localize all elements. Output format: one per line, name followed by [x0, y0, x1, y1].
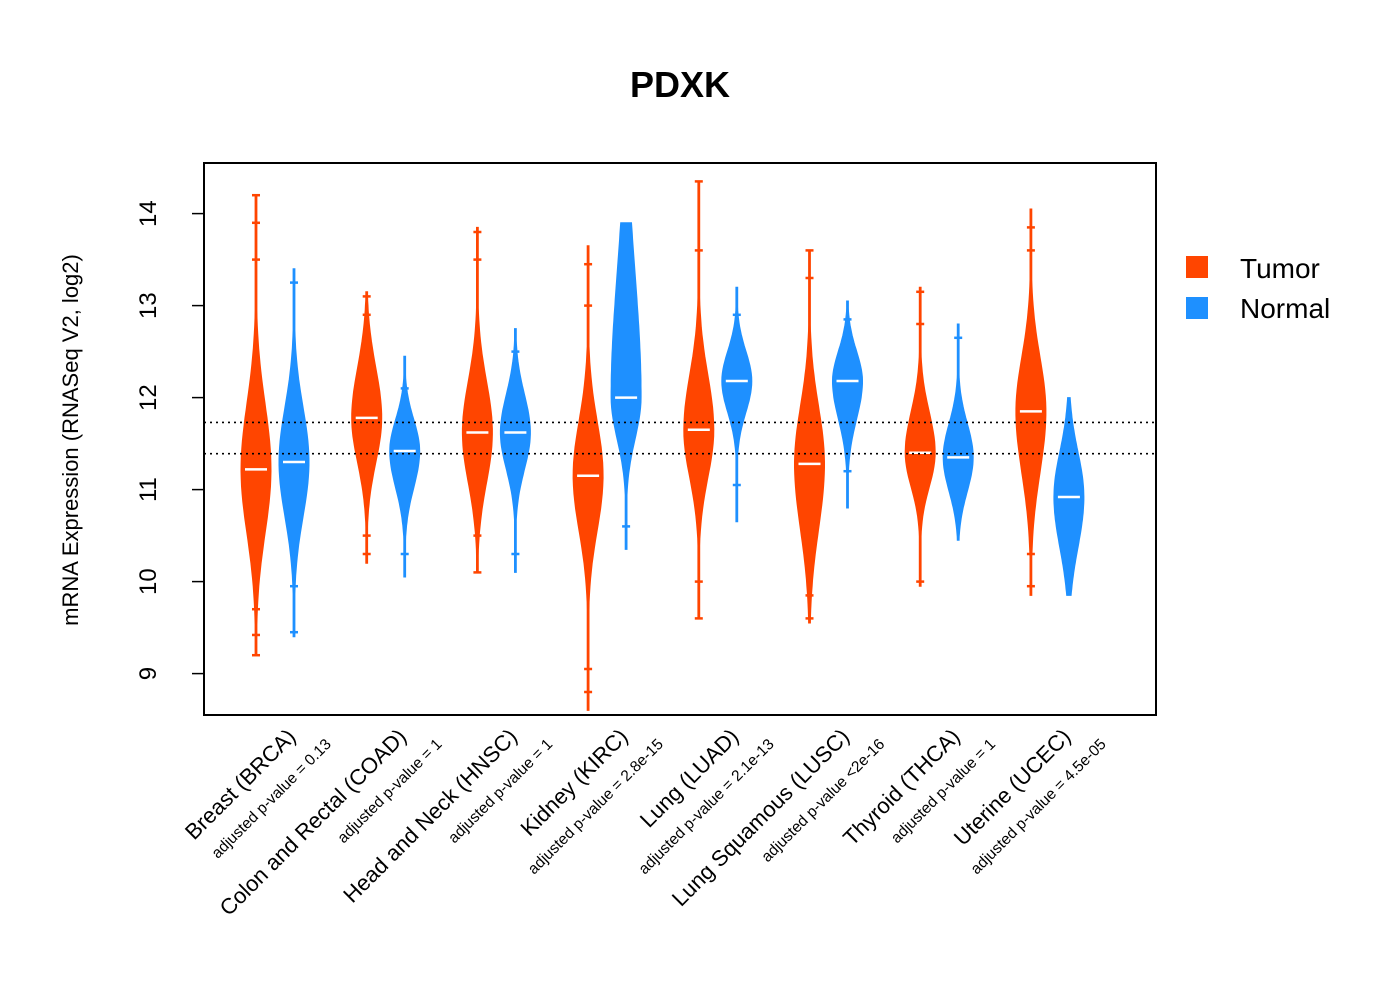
legend-label-tumor: Tumor	[1240, 253, 1320, 284]
normal-density	[278, 268, 310, 638]
y-tick-label: 11	[135, 477, 162, 502]
violin-normal	[610, 222, 642, 550]
y-axis-label: mRNA Expression (RNASeq V2, log2)	[58, 254, 83, 626]
violin-tumor	[1015, 208, 1047, 596]
normal-density	[610, 222, 642, 550]
violin-normal	[1053, 397, 1085, 596]
tumor-density	[794, 249, 825, 624]
reference-lines	[204, 421, 1156, 455]
tumor-density	[240, 194, 272, 656]
legend-swatch-tumor	[1186, 256, 1208, 278]
violin-normal	[278, 268, 310, 638]
normal-density	[832, 300, 863, 509]
violin-tumor	[904, 286, 936, 587]
violin-layer	[240, 180, 1085, 711]
legend-label-normal: Normal	[1240, 293, 1330, 324]
normal-density	[942, 323, 974, 541]
violin-tumor	[240, 193, 272, 657]
violin-tumor	[794, 249, 825, 624]
y-tick-label: 14	[135, 200, 162, 227]
violin-normal	[499, 328, 531, 573]
normal-density	[389, 355, 421, 578]
violin-normal	[832, 300, 863, 509]
x-axis-labels: Breast (BRCA)adjusted p-value = 0.13Colo…	[180, 724, 1110, 921]
tumor-density	[572, 245, 604, 711]
y-tick-label: 13	[135, 292, 162, 319]
violin-normal	[721, 286, 753, 523]
legend-swatch-normal	[1186, 297, 1208, 319]
tumor-density	[1015, 208, 1047, 596]
violin-tumor	[351, 291, 383, 564]
normal-density	[499, 328, 531, 573]
legend: Tumor Normal	[1186, 253, 1330, 324]
tumor-density	[351, 291, 383, 564]
y-axis: 9 10 11 12 13 14	[135, 200, 204, 680]
tumor-density	[683, 180, 715, 619]
violin-tumor	[683, 180, 715, 620]
violin-tumor	[572, 245, 604, 711]
tumor-density	[904, 286, 936, 587]
tumor-density	[461, 226, 493, 573]
y-tick-label: 12	[135, 384, 162, 411]
plot-frame	[203, 162, 1157, 716]
violin-normal	[942, 323, 974, 541]
chart-title: PDXK	[630, 64, 730, 105]
violin-normal	[389, 355, 421, 578]
y-tick-label: 9	[135, 667, 162, 680]
y-tick-label: 10	[135, 568, 162, 595]
normal-density	[721, 286, 753, 523]
violin-tumor	[461, 226, 493, 574]
